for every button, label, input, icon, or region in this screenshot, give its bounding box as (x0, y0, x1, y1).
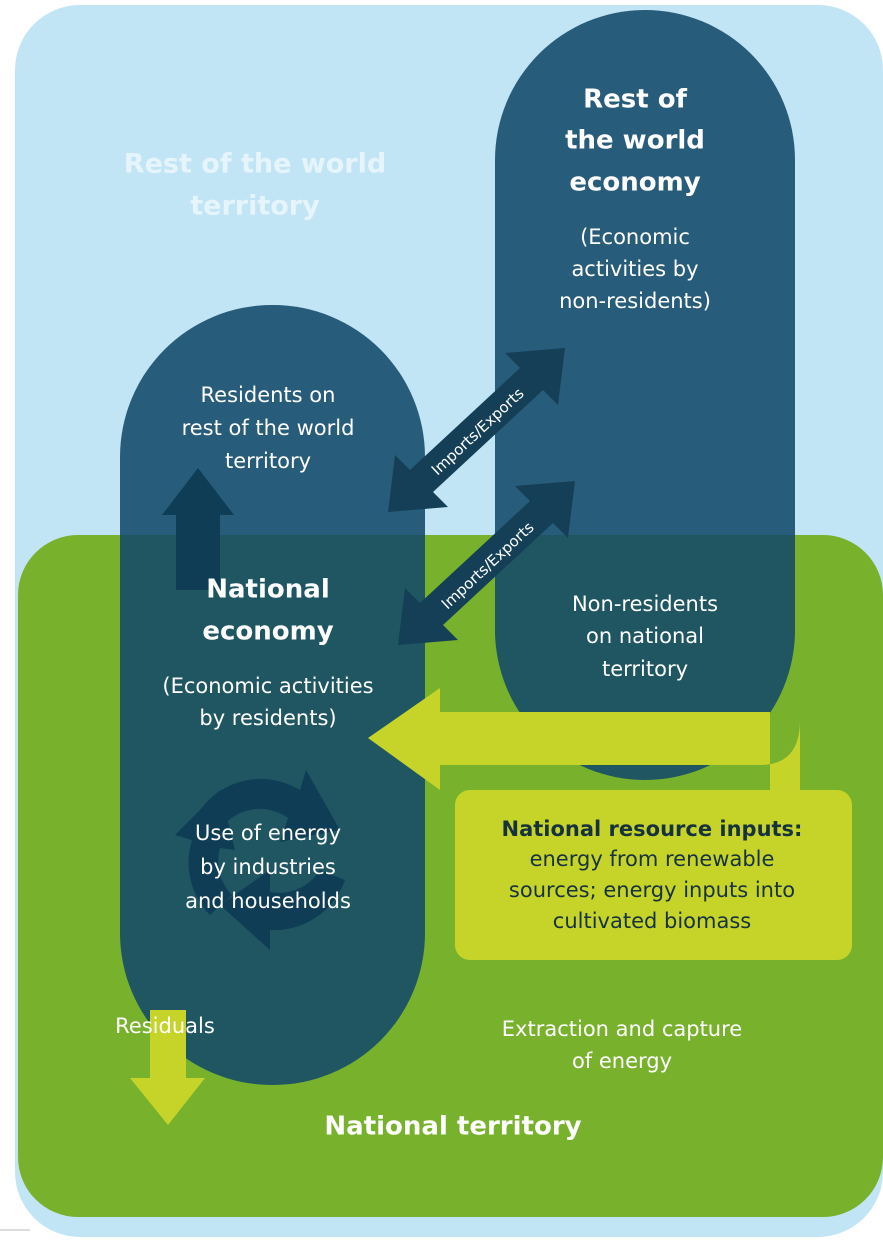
residuals-label: Residuals (115, 1014, 215, 1038)
resource-inputs-text: energy from renewable (530, 847, 775, 871)
territory-label: Rest of the world (124, 149, 386, 180)
energy-use-label: by industries (200, 855, 336, 879)
resource-inputs-title: National resource inputs: (502, 817, 803, 841)
extraction-label: of energy (572, 1049, 672, 1073)
territory-label: territory (190, 191, 320, 222)
residents-label: Residents on (201, 383, 336, 407)
non-residents-label: territory (602, 657, 688, 681)
resource-inputs-text: cultivated biomass (553, 909, 751, 933)
economy-title: Rest of (583, 85, 687, 115)
economy-title: the world (565, 126, 705, 156)
economy-title: economy (569, 168, 700, 198)
energy-use-label: and households (185, 889, 351, 913)
non-residents-label: on national (586, 624, 704, 648)
economy-description: (Economic (580, 225, 690, 249)
economy-description: non-residents) (559, 289, 711, 313)
arrow-up (162, 468, 234, 590)
national-territory-label: National territory (324, 1112, 581, 1142)
cycle-icon (175, 770, 345, 950)
resource-inputs-box (455, 790, 852, 960)
residents-label: territory (225, 449, 311, 473)
resource-inputs-text: sources; energy inputs into (509, 878, 795, 902)
energy-use-label: Use of energy (195, 821, 341, 845)
arrow-residuals (130, 1010, 205, 1125)
arrow-extraction (368, 688, 800, 955)
economy-description: by residents) (199, 706, 336, 730)
world-economy-pill (495, 10, 795, 780)
extraction-label: Extraction and capture (502, 1017, 742, 1041)
economy-title: National (206, 575, 329, 605)
non-residents-label: Non-residents (572, 592, 718, 616)
imports-exports-arrows (388, 348, 575, 645)
economy-title: economy (202, 617, 333, 647)
economy-description: (Economic activities (162, 674, 373, 698)
economy-description: activities by (571, 257, 698, 281)
residents-label: rest of the world (182, 416, 355, 440)
